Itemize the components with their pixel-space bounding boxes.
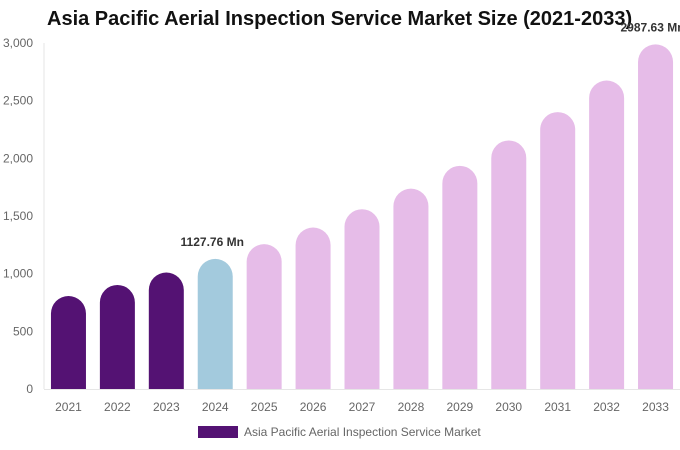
x-tick-label: 2022 bbox=[104, 400, 131, 414]
bar-2026 bbox=[295, 227, 331, 389]
x-tick-label: 2032 bbox=[593, 400, 620, 414]
y-tick-label: 1,500 bbox=[3, 209, 33, 223]
bar-2029 bbox=[442, 165, 478, 389]
y-tick-label: 2,500 bbox=[3, 94, 33, 108]
y-tick-label: 0 bbox=[26, 382, 33, 396]
x-tick-label: 2024 bbox=[202, 400, 229, 414]
chart-title: Asia Pacific Aerial Inspection Service M… bbox=[47, 8, 633, 30]
x-tick-label: 2031 bbox=[544, 400, 571, 414]
bar-2032 bbox=[589, 80, 625, 389]
legend: Asia Pacific Aerial Inspection Service M… bbox=[198, 425, 481, 439]
x-tick-label: 2029 bbox=[446, 400, 473, 414]
bar-2027 bbox=[344, 209, 380, 389]
x-tick-label: 2023 bbox=[153, 400, 180, 414]
data-label-2033: 2987.63 Mn bbox=[621, 20, 680, 34]
x-tick-label: 2026 bbox=[300, 400, 327, 414]
x-tick-label: 2025 bbox=[251, 400, 278, 414]
bar-2028 bbox=[393, 188, 429, 389]
bar-2025 bbox=[246, 244, 282, 389]
bar-2023 bbox=[148, 272, 184, 389]
legend-label: Asia Pacific Aerial Inspection Service M… bbox=[244, 425, 481, 439]
bar-2024 bbox=[197, 258, 233, 389]
y-tick-label: 3,000 bbox=[3, 36, 33, 50]
y-tick-label: 1,000 bbox=[3, 267, 33, 281]
x-tick-label: 2027 bbox=[349, 400, 376, 414]
x-tick-label: 2033 bbox=[642, 400, 669, 414]
x-tick-label: 2021 bbox=[55, 400, 82, 414]
x-tick-label: 2030 bbox=[495, 400, 522, 414]
bar-2022 bbox=[99, 284, 135, 389]
data-label-2024: 1127.76 Mn bbox=[181, 235, 244, 249]
x-tick-label: 2028 bbox=[398, 400, 425, 414]
bar-2033 bbox=[638, 44, 674, 390]
y-tick-label: 500 bbox=[13, 324, 33, 338]
legend-swatch bbox=[198, 426, 238, 438]
bar-2031 bbox=[540, 112, 576, 390]
y-tick-label: 2,000 bbox=[3, 151, 33, 165]
bar-2030 bbox=[491, 140, 527, 389]
bar-2021 bbox=[50, 296, 86, 389]
